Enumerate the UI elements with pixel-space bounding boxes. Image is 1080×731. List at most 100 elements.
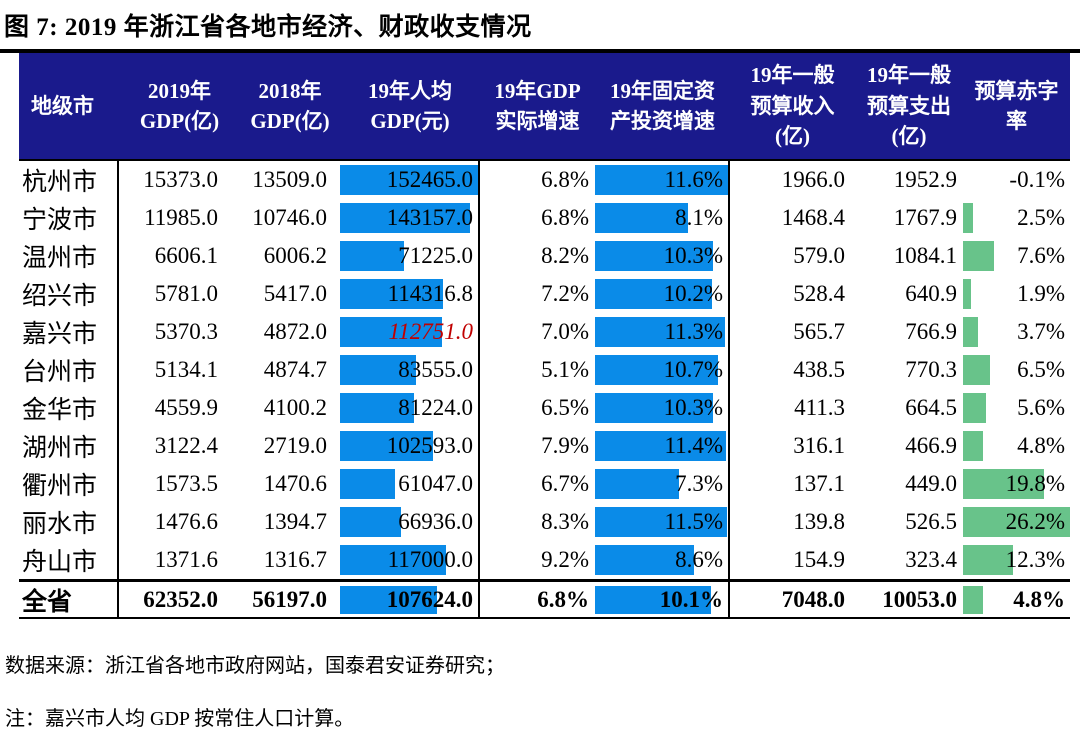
city-value: 温州市 — [22, 245, 98, 272]
cell-revenue: 528.4 — [730, 275, 855, 313]
city-value: 宁波市 — [22, 207, 98, 234]
city-value: 衢州市 — [22, 473, 98, 500]
cell-gdp2018: 56197.0 — [240, 582, 340, 618]
pcgdp-value: 61047.0 — [398, 471, 473, 496]
fai_growth-value: 11.4% — [664, 433, 723, 458]
column-header-city: 地级市 — [31, 93, 94, 118]
cell-revenue: 139.8 — [730, 503, 855, 541]
pcgdp-bar — [340, 431, 433, 461]
gdp_growth-value: 8.2% — [541, 243, 589, 268]
gdp_growth-value: 6.7% — [541, 471, 589, 496]
cell-gdp2019: 11985.0 — [119, 199, 240, 237]
cell-gdp2019: 5781.0 — [119, 275, 240, 313]
pcgdp-value: 143157.0 — [386, 205, 473, 230]
cell-fai_growth: 10.3% — [595, 237, 730, 275]
expenditure-value: 766.9 — [905, 319, 957, 344]
revenue-value: 411.3 — [794, 395, 845, 420]
city-value: 湖州市 — [22, 435, 98, 462]
cell-gdp_growth: 6.7% — [480, 465, 595, 503]
fai-growth-bar — [595, 203, 688, 233]
table-row: 宁波市 11985.0 10746.0 143157.0 6.8% 8.1% 1468.4 1… — [19, 199, 1070, 237]
cell-deficit: 4.8% — [963, 427, 1070, 465]
deficit-value: 19.8% — [1005, 471, 1065, 496]
gdp2018-value: 13509.0 — [252, 167, 327, 192]
cell-gdp2019: 1371.6 — [119, 541, 240, 579]
cell-pcgdp: 66936.0 — [340, 503, 480, 541]
deficit-value: 4.8% — [1013, 587, 1065, 612]
deficit-bar — [963, 431, 983, 461]
cell-pcgdp: 143157.0 — [340, 199, 480, 237]
cell-gdp2019: 1573.5 — [119, 465, 240, 503]
cell-pcgdp: 112751.0 — [340, 313, 480, 351]
revenue-value: 316.1 — [793, 433, 845, 458]
source-note: 数据来源：浙江省各地市政府网站，国泰君安证券研究； — [5, 655, 505, 677]
cell-gdp2019: 15373.0 — [119, 161, 240, 199]
fai-growth-bar — [595, 507, 727, 537]
expenditure-value: 449.0 — [905, 471, 957, 496]
cell-deficit: -0.1% — [963, 161, 1070, 199]
data-table: 地级市 2019年 GDP(亿) 2018年 GDP(亿) 19年人均 GDP(元) 1… — [19, 53, 1070, 619]
gdp_growth-value: 5.1% — [541, 357, 589, 382]
cell-fai_growth: 11.3% — [595, 313, 730, 351]
expenditure-value: 1084.1 — [893, 243, 957, 268]
pcgdp-value: 71225.0 — [398, 243, 473, 268]
deficit-value: 7.6% — [1017, 243, 1065, 268]
city-value: 金华市 — [22, 397, 98, 424]
table-row: 金华市 4559.9 4100.2 81224.0 6.5% 10.3% 411.3 664.… — [19, 389, 1070, 427]
cell-fai_growth: 10.3% — [595, 389, 730, 427]
cell-gdp2019: 62352.0 — [119, 582, 240, 618]
cell-city: 金华市 — [19, 389, 119, 427]
gdp2018-value: 4874.7 — [263, 357, 327, 382]
deficit-value: 12.3% — [1005, 547, 1065, 572]
cell-deficit: 12.3% — [963, 541, 1070, 579]
cell-deficit: 26.2% — [963, 503, 1070, 541]
cell-revenue: 137.1 — [730, 465, 855, 503]
table-row: 丽水市 1476.6 1394.7 66936.0 8.3% 11.5% 139.8 526.… — [19, 503, 1070, 541]
table-header-row: 地级市 2019年 GDP(亿) 2018年 GDP(亿) 19年人均 GDP(元) 1… — [19, 53, 1070, 161]
deficit-bar — [963, 545, 1014, 575]
gdp2018-value: 56197.0 — [252, 587, 327, 612]
expenditure-value: 1952.9 — [893, 167, 957, 192]
gdp2018-value: 1394.7 — [263, 509, 327, 534]
fai_growth-value: 10.1% — [659, 587, 723, 612]
table-total-row: 全省 62352.0 56197.0 107624.0 6.8% 10.1% 7048.0 1… — [19, 579, 1070, 619]
cell-revenue: 1468.4 — [730, 199, 855, 237]
fai-growth-bar — [595, 165, 728, 195]
table-row: 舟山市 1371.6 1316.7 117000.0 9.2% 8.6% 154.9 323.… — [19, 541, 1070, 579]
cell-expenditure: 449.0 — [855, 465, 963, 503]
deficit-bar — [963, 586, 983, 614]
deficit-value: 4.8% — [1017, 433, 1065, 458]
cell-city: 宁波市 — [19, 199, 119, 237]
fai_growth-value: 7.3% — [675, 471, 723, 496]
cell-city: 衢州市 — [19, 465, 119, 503]
cell-expenditure: 1952.9 — [855, 161, 963, 199]
gdp2019-value: 4559.9 — [154, 395, 218, 420]
city-value: 舟山市 — [22, 549, 98, 576]
cell-expenditure: 664.5 — [855, 389, 963, 427]
table-row: 湖州市 3122.4 2719.0 102593.0 7.9% 11.4% 316.1 466… — [19, 427, 1070, 465]
deficit-value: 6.5% — [1017, 357, 1065, 382]
expenditure-value: 1767.9 — [893, 205, 957, 230]
pcgdp-bar — [340, 241, 405, 271]
revenue-value: 1468.4 — [781, 205, 845, 230]
pcgdp-bar — [340, 469, 396, 499]
revenue-value: 1966.0 — [781, 167, 845, 192]
gdp2019-value: 1371.6 — [154, 547, 218, 572]
column-header-gdp2019: 2019年 GDP(亿) — [139, 78, 220, 133]
cell-pcgdp: 83555.0 — [340, 351, 480, 389]
cell-pcgdp: 81224.0 — [340, 389, 480, 427]
cell-gdp_growth: 6.5% — [480, 389, 595, 427]
pcgdp-value: 152465.0 — [386, 167, 473, 192]
cell-revenue: 7048.0 — [730, 582, 855, 618]
pcgdp-bar — [340, 545, 446, 575]
cell-city: 舟山市 — [19, 541, 119, 579]
pcgdp-value: 83555.0 — [398, 357, 473, 382]
cell-revenue: 411.3 — [730, 389, 855, 427]
cell-revenue: 565.7 — [730, 313, 855, 351]
cell-expenditure: 10053.0 — [855, 582, 963, 618]
gdp_growth-value: 8.3% — [541, 509, 589, 534]
revenue-value: 137.1 — [793, 471, 845, 496]
cell-city: 湖州市 — [19, 427, 119, 465]
cell-gdp_growth: 8.2% — [480, 237, 595, 275]
expenditure-value: 10053.0 — [882, 587, 957, 612]
